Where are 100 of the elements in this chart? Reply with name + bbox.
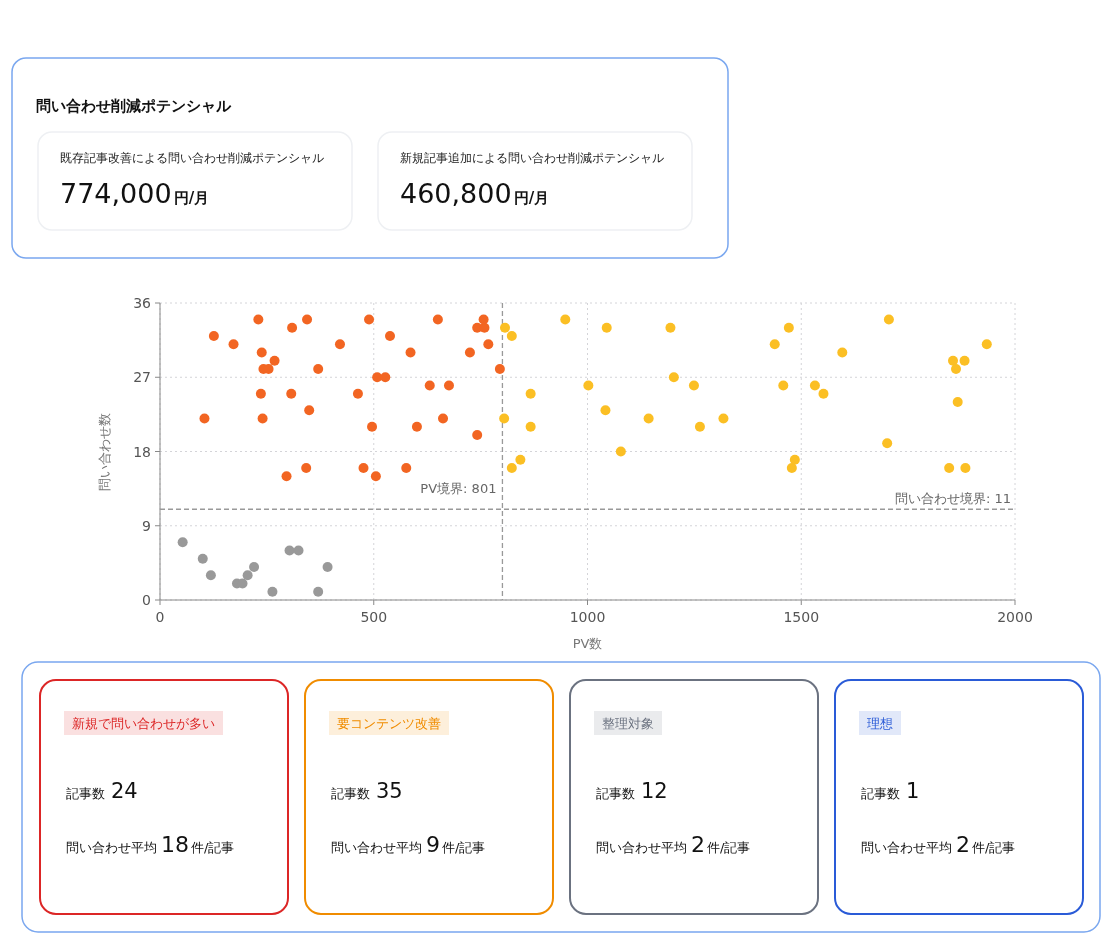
point [364, 314, 375, 325]
point [472, 430, 483, 440]
text: 460,800 [400, 178, 512, 209]
point [334, 339, 345, 350]
point [665, 322, 676, 333]
y-tick-label: 27 [133, 369, 151, 386]
point [464, 347, 475, 358]
point [286, 388, 297, 399]
point [525, 388, 536, 399]
point [494, 364, 505, 374]
point [352, 388, 363, 399]
point [401, 463, 412, 473]
point [778, 380, 789, 391]
x-tick-label: 1000 [569, 609, 606, 625]
y-tick-label: 18 [133, 443, 151, 460]
point [506, 331, 517, 341]
point [525, 421, 536, 432]
y-tick-label: 9 [142, 517, 151, 534]
point [269, 355, 280, 366]
point [358, 463, 369, 473]
point [257, 413, 268, 424]
point [499, 322, 510, 333]
point [385, 331, 395, 341]
point [208, 331, 219, 341]
point [643, 413, 654, 424]
point [601, 322, 612, 333]
point [302, 314, 313, 325]
point [479, 322, 490, 333]
point [301, 463, 312, 473]
point [615, 446, 626, 457]
point [424, 380, 435, 391]
point [372, 372, 383, 383]
point [177, 537, 188, 548]
point [432, 314, 443, 325]
point [287, 322, 298, 333]
point [313, 364, 324, 374]
point [443, 380, 454, 391]
ref-line-label: PV境界: 801 [420, 480, 497, 496]
point [478, 314, 489, 325]
point [228, 339, 239, 350]
point [959, 355, 970, 366]
point [256, 347, 267, 358]
point [883, 314, 894, 325]
point [718, 413, 729, 424]
point [205, 570, 216, 581]
x-tick-label: 500 [360, 609, 388, 625]
point [668, 372, 679, 383]
point [951, 364, 962, 374]
text: 既存記事改善による問い合わせ削減ポテンシャル [60, 151, 324, 165]
x-tick-label: 1500 [783, 609, 820, 625]
point [249, 562, 260, 572]
point [255, 388, 266, 399]
point [818, 388, 829, 399]
point [789, 454, 800, 465]
point [981, 339, 992, 350]
point [769, 339, 780, 350]
text: 774,000 [60, 178, 172, 209]
point [952, 397, 963, 407]
point [304, 405, 315, 416]
point [253, 314, 264, 325]
point [694, 421, 705, 432]
point [809, 380, 820, 391]
point [405, 347, 416, 358]
point [583, 380, 594, 391]
point [367, 421, 378, 432]
point [197, 553, 208, 564]
text: 円/月 [513, 189, 550, 207]
point [960, 463, 971, 473]
point [786, 463, 797, 473]
text: 円/月 [173, 189, 210, 207]
point [199, 413, 210, 424]
point [882, 438, 893, 449]
point [944, 463, 955, 473]
text: 新規記事追加による問い合わせ削減ポテンシャル [400, 151, 664, 165]
point [506, 463, 517, 473]
point [281, 471, 292, 482]
y-tick-label: 0 [142, 592, 151, 608]
point [293, 545, 304, 556]
y-axis-title: 問い合わせ数 [97, 412, 112, 491]
x-tick-label: 0 [155, 609, 165, 625]
x-tick-label: 2000 [997, 609, 1033, 625]
text: 問い合わせ削減ポテンシャル [36, 97, 232, 115]
y-tick-label: 36 [133, 295, 152, 311]
point [242, 570, 253, 581]
point [483, 339, 494, 350]
point [560, 314, 571, 325]
point [515, 454, 526, 465]
point [499, 413, 510, 424]
point [948, 355, 959, 366]
point [313, 586, 324, 597]
point [267, 586, 278, 597]
point [600, 405, 611, 416]
point [411, 421, 422, 432]
point [380, 372, 391, 383]
point [783, 322, 794, 333]
point [688, 380, 699, 391]
point [438, 413, 449, 424]
point [322, 562, 333, 572]
x-axis-title: PV数 [572, 636, 603, 651]
ref-line-label: 問い合わせ境界: 11 [894, 491, 1011, 507]
